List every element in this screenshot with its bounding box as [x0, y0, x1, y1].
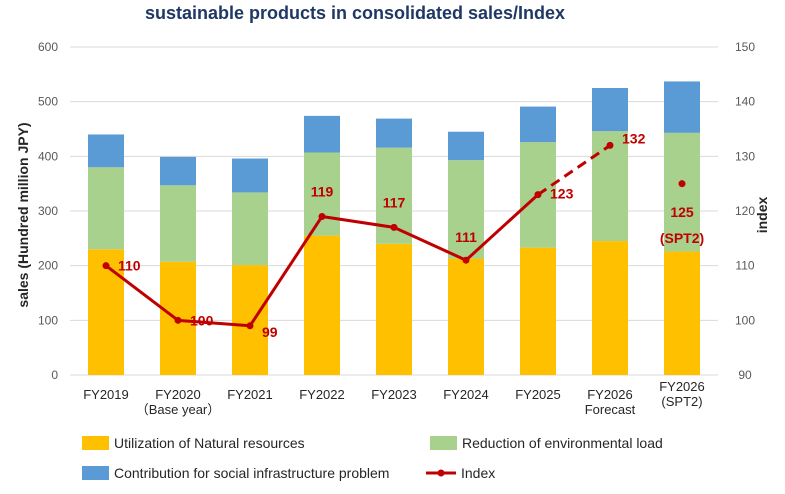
- index-line-segment: [177, 318, 251, 328]
- bar-segment: [376, 243, 412, 375]
- category-labels: FY2019 FY2020（Base year） FY2021 FY2022 FY202…: [83, 379, 705, 417]
- bar-segment: [232, 192, 268, 266]
- category-label: FY2026: [659, 379, 705, 394]
- y2-tick-label: 120: [735, 204, 755, 218]
- index-line-segment: [464, 193, 540, 262]
- category-label: FY2026: [587, 387, 633, 402]
- index-point: [462, 256, 470, 264]
- category-label: FY2020: [155, 387, 201, 402]
- bar-segment: [664, 132, 700, 252]
- y2-tick-label: 140: [735, 95, 755, 109]
- index-data-label: 111: [455, 229, 477, 245]
- index-line-segment: [321, 214, 395, 229]
- bar-segment: [304, 115, 340, 153]
- y-tick-label: 100: [38, 313, 58, 327]
- index-line: [102, 141, 686, 330]
- index-data-label: 125: [670, 204, 694, 220]
- y-tick-label: 300: [38, 204, 58, 218]
- index-point: [390, 223, 398, 231]
- bar-segment: [448, 160, 484, 259]
- index-point: [102, 262, 110, 270]
- bar-segment: [88, 167, 124, 250]
- category-label: FY2019: [83, 387, 129, 402]
- y-tick-label: 500: [38, 95, 58, 109]
- y-axis-title: sales (Hundred million JPY): [15, 122, 31, 307]
- bar-segment: [520, 247, 556, 375]
- category-label: FY2023: [371, 387, 417, 402]
- legend: Utilization of Natural resources Reductio…: [82, 435, 663, 481]
- legend-label: Index: [461, 465, 495, 481]
- y-tick-label: 600: [38, 40, 58, 54]
- index-point: [246, 322, 254, 330]
- index-point: [678, 180, 686, 188]
- index-data-label: 132: [622, 130, 646, 146]
- index-data-label: 99: [262, 324, 278, 340]
- category-label: Forecast: [585, 402, 636, 417]
- index-line-segment: [393, 226, 467, 262]
- category-label: FY2022: [299, 387, 345, 402]
- legend-swatch: [82, 466, 109, 480]
- bar-segment: [160, 185, 196, 262]
- bar-segment: [88, 249, 124, 375]
- chart-title: sustainable products in consolidated sal…: [145, 3, 565, 23]
- bars: [88, 81, 700, 375]
- index-point: [606, 141, 614, 149]
- y2-tick-label: 130: [735, 149, 755, 163]
- index-point: [174, 316, 182, 324]
- bar-segment: [520, 106, 556, 143]
- y2-tick-label: 100: [735, 313, 755, 327]
- bar-segment: [592, 88, 628, 132]
- y2-tick-label: 150: [735, 40, 755, 54]
- bar-segment: [592, 131, 628, 242]
- index-data-label: 110: [118, 258, 141, 274]
- category-label: (SPT2): [661, 394, 702, 409]
- bar-segment: [304, 235, 340, 375]
- index-data-labels: 110 100 99 119 117 111 123 132 125 (SPT2): [118, 130, 704, 339]
- bar-segment: [448, 131, 484, 161]
- category-label: FY2025: [515, 387, 561, 402]
- y-tick-label: 200: [38, 259, 58, 273]
- legend-label: Utilization of Natural resources: [114, 435, 305, 451]
- index-point: [534, 191, 542, 199]
- legend-swatch: [82, 436, 109, 450]
- bar-segment: [376, 118, 412, 148]
- index-line-segment: [105, 264, 179, 322]
- secondary-y-axis-title: index: [754, 197, 770, 234]
- legend-label: Contribution for social infrastructure p…: [114, 465, 389, 481]
- index-data-label: 123: [550, 186, 574, 202]
- category-label: FY2021: [227, 387, 273, 402]
- right-axis-ticks: 90 100 110 120 130 140 150: [735, 40, 755, 382]
- legend-swatch-marker: [437, 469, 445, 477]
- bar-segment: [664, 81, 700, 133]
- bar-segment: [232, 158, 268, 193]
- index-data-label: 119: [311, 183, 334, 199]
- y-tick-label: 0: [51, 368, 58, 382]
- legend-label: Reduction of environmental load: [462, 435, 663, 451]
- index-data-label: 100: [190, 312, 214, 328]
- y2-tick-label: 90: [738, 368, 752, 382]
- bar-segment: [88, 134, 124, 168]
- index-point: [318, 212, 326, 220]
- category-label: FY2024: [443, 387, 489, 402]
- bar-segment: [664, 251, 700, 375]
- category-label: （Base year）: [136, 402, 221, 417]
- bar-segment: [160, 156, 196, 186]
- index-data-label: (SPT2): [660, 230, 704, 246]
- bar-segment: [592, 241, 628, 375]
- index-line-segment: [248, 215, 324, 327]
- y2-tick-label: 110: [735, 259, 754, 273]
- index-data-label: 117: [383, 194, 406, 210]
- legend-swatch: [430, 436, 457, 450]
- bar-segment: [232, 265, 268, 375]
- index-line-segment: [537, 144, 611, 196]
- bar-segment: [448, 258, 484, 375]
- y-tick-label: 400: [38, 149, 58, 163]
- bar-segment: [304, 152, 340, 236]
- left-axis-ticks: 0 100 200 300 400 500 600: [38, 40, 58, 382]
